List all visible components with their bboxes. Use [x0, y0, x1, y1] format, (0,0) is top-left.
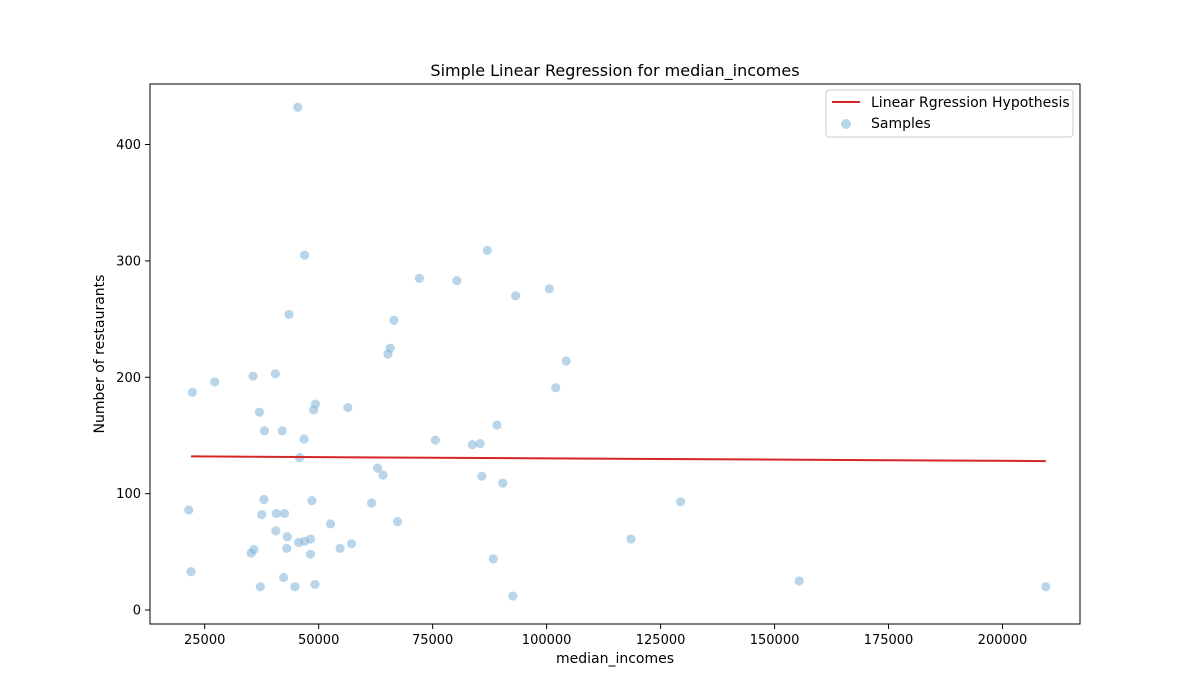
x-tick-label: 75000: [412, 633, 453, 648]
sample-point: [293, 102, 303, 112]
sample-point: [551, 383, 561, 393]
sample-point: [430, 435, 440, 445]
x-axis: 25000 50000 75000 100000 125000 150000 175000 2…: [184, 624, 1027, 648]
sample-point: [1041, 582, 1051, 592]
sample-point: [561, 356, 571, 366]
plot-area: [184, 102, 1051, 601]
sample-point: [488, 554, 498, 564]
sample-point: [794, 576, 804, 586]
sample-point: [259, 494, 269, 505]
sample-point: [255, 582, 265, 592]
y-axis: 0 100 200 300 400: [116, 138, 150, 619]
sample-point: [290, 582, 300, 592]
y-axis-label: Number of restaurants: [92, 275, 108, 434]
sample-point: [279, 508, 290, 519]
legend: Linear Rgression Hypothesis Samples: [825, 89, 1074, 138]
sample-point: [271, 508, 281, 519]
x-tick-label: 25000: [184, 633, 225, 648]
x-tick-label: 125000: [636, 633, 686, 648]
sample-point: [343, 402, 353, 413]
y-tick-label: 300: [116, 254, 141, 269]
regression-line: [191, 455, 1046, 463]
x-tick-label: 150000: [750, 633, 800, 648]
sample-point: [186, 567, 196, 577]
plot-frame: [149, 83, 1081, 625]
legend-marker-swatch: [841, 119, 851, 129]
x-tick-label: 50000: [298, 633, 339, 648]
sample-point: [325, 519, 336, 529]
sample-point: [254, 407, 265, 417]
x-tick-label: 200000: [978, 633, 1028, 648]
sample-point: [676, 497, 686, 507]
sample-point: [372, 463, 383, 473]
sample-point: [452, 276, 462, 286]
x-tick-label: 175000: [864, 633, 914, 648]
sample-point: [475, 439, 485, 449]
y-tick-label: 400: [116, 138, 141, 153]
sample-point: [259, 426, 270, 436]
x-axis-label: median_incomes: [556, 651, 674, 667]
sample-point: [508, 591, 518, 601]
sample-point: [278, 572, 289, 583]
sample-point: [282, 543, 292, 553]
sample-point: [249, 544, 259, 555]
legend-label-line: Linear Rgression Hypothesis: [871, 95, 1070, 111]
sample-point: [270, 369, 280, 379]
sample-point: [305, 534, 316, 544]
sample-point: [335, 543, 345, 553]
sample-point: [389, 315, 399, 325]
sample-point: [511, 291, 521, 301]
sample-point: [482, 245, 492, 256]
sample-point: [305, 549, 316, 559]
sample-point: [282, 532, 292, 542]
sample-point: [257, 509, 267, 520]
sample-point: [498, 478, 508, 488]
sample-point: [626, 534, 636, 544]
legend-label-samples: Samples: [871, 116, 931, 132]
sample-point: [385, 343, 395, 353]
sample-point: [378, 470, 388, 480]
sample-point: [477, 471, 487, 481]
sample-point: [544, 284, 554, 294]
sample-point: [346, 539, 357, 549]
sample-point: [467, 440, 477, 450]
sample-point: [277, 426, 287, 436]
sample-point: [187, 387, 197, 398]
sample-point: [299, 250, 310, 260]
sample-point: [284, 309, 294, 320]
sample-point: [248, 371, 258, 381]
legend-box: [825, 89, 1074, 138]
sample-point: [299, 434, 309, 444]
sample-point: [310, 579, 320, 590]
y-tick-label: 200: [116, 371, 141, 386]
sample-point: [307, 496, 317, 506]
sample-point: [492, 420, 502, 430]
chart-title: Simple Linear Regression for median_inco…: [430, 61, 799, 81]
sample-point: [366, 498, 377, 508]
sample-point: [210, 377, 220, 387]
sample-point: [414, 273, 425, 283]
sample-point: [392, 516, 403, 527]
y-tick-label: 100: [116, 487, 141, 502]
y-tick-label: 0: [133, 604, 141, 619]
x-tick-label: 100000: [522, 633, 572, 648]
sample-point: [310, 399, 321, 409]
sample-point: [184, 505, 194, 515]
sample-point: [271, 526, 281, 536]
